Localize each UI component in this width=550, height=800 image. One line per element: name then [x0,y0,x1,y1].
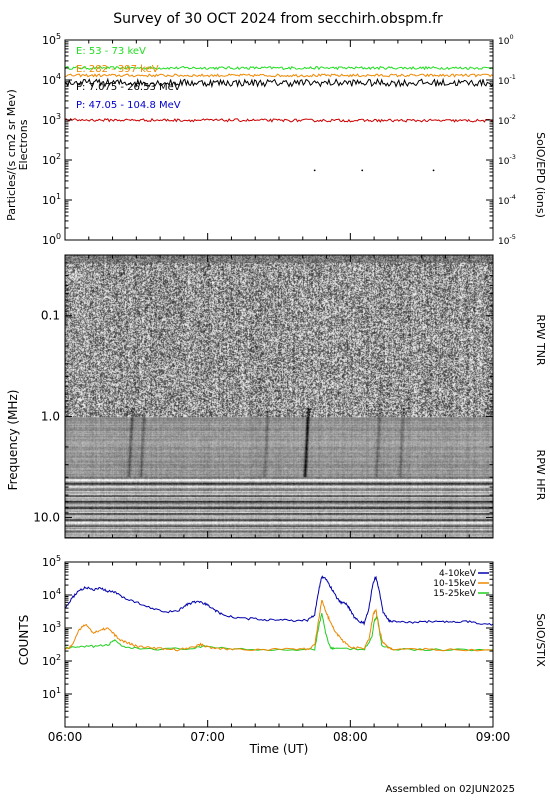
figure-title: Survey of 30 OCT 2024 from secchirh.obsp… [113,11,443,27]
y-tick-label-right: 10-2 [498,113,516,127]
stix-legend-entry: 4-10keV [439,569,477,579]
stix-series-line [64,613,494,652]
epd-legend-entry: P: 47.05 - 104.8 MeV [76,100,181,111]
y-tick-label: 100 [42,232,61,247]
y-tick-label: 103 [42,112,61,127]
epd-ylabel2: Electrons [17,119,30,170]
stix-series-line [64,575,494,626]
stix-legend-entry: 10-15keV [433,579,477,589]
time-tick-label: 09:00 [476,730,511,744]
y-tick-label-right: 10-4 [498,193,516,207]
spectrogram-canvas [65,255,493,538]
epd-legend-entry: E: 53 - 73 keV [76,46,146,57]
y-tick-label-right: 10-5 [498,233,516,247]
rpw-spectrogram: 0.1 1.0 10.0 Frequency (MHz) RPW TNR RPW H… [6,254,547,539]
epd-ylabel: Particles/(s cm2 sr Mev) [5,89,18,221]
receiver-label-hfr: RPW HFR [534,450,547,501]
freq-tick-label: 0.1 [41,309,60,323]
y-tick-label: 104 [42,72,61,87]
stix-legend-entry: 15-25keV [433,589,477,599]
time-tick-label: 06:00 [48,730,83,744]
y-tick-label-right: 100 [498,33,514,47]
y-tick-label: 103 [42,620,61,635]
stix-frame [64,561,494,728]
epd-panel: E: 53 - 73 keV E: 282 - 397 keV P: 7.075 -… [5,32,547,247]
epd-series-line [64,73,494,78]
y-tick-label-right: 10-1 [498,73,516,87]
epd-right-label: SolO/EPD (ions) [534,132,547,218]
y-tick-label: 104 [42,587,61,602]
stix-xlabel: Time (UT) [249,742,309,756]
epd-series-line [64,117,494,123]
epd-dot [432,169,435,172]
epd-dot [313,169,316,172]
y-tick-label: 105 [42,554,61,569]
y-tick-label: 102 [42,653,61,668]
spectrogram-ylabel: Frequency (MHz) [6,390,20,491]
stix-right-label: SolO/STIX [534,613,547,667]
epd-legend-entry: P: 7.075 - 26.53 MeV [76,82,181,93]
stix-series-line [64,599,494,652]
epd-series-line [64,77,494,89]
time-tick-label: 07:00 [190,730,225,744]
y-tick-label: 101 [42,192,61,207]
epd-legend-entry: E: 282 - 397 keV [76,64,159,75]
footer-text: Assembled on 02JUN2025 [385,784,515,795]
y-tick-label: 101 [42,686,61,701]
epd-dot [361,169,364,172]
epd-series-line [64,65,494,71]
freq-tick-label: 1.0 [41,410,60,424]
receiver-label-tnr: RPW TNR [534,314,547,366]
time-tick-label: 08:00 [333,730,368,744]
y-tick-label: 102 [42,152,61,167]
freq-tick-label: 10.0 [33,510,60,524]
y-tick-label-right: 10-3 [498,153,516,167]
y-tick-label: 105 [42,32,61,47]
stix-ylabel: COUNTS [17,615,31,666]
epd-legend: E: 53 - 73 keV E: 282 - 397 keV P: 7.075 -… [76,46,181,111]
